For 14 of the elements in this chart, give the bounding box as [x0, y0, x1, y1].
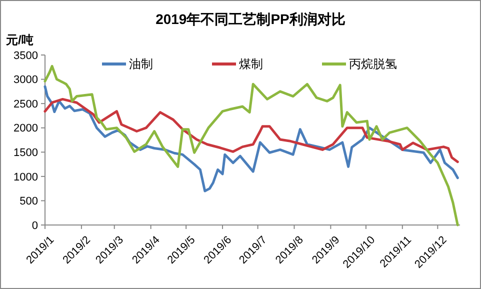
- y-tick-label: 1000: [14, 171, 38, 184]
- y-tick-label: 500: [20, 196, 38, 208]
- y-tick-label: 3500: [14, 50, 38, 62]
- chart-title: 2019年不同工艺制PP利润对比: [156, 11, 346, 27]
- y-axis-title: 元/吨: [5, 33, 34, 47]
- y-tick-label: 2000: [14, 122, 38, 135]
- y-tick-label: 2500: [14, 98, 38, 110]
- legend-label: 煤制: [239, 57, 263, 72]
- line-series: [44, 98, 459, 164]
- y-tick-label: 3000: [14, 74, 38, 86]
- legend-label: 油制: [129, 57, 153, 72]
- y-tick-label: 0: [32, 220, 38, 232]
- legend-label: 丙烷脱氢: [349, 57, 397, 72]
- y-tick-label: 1500: [14, 146, 38, 159]
